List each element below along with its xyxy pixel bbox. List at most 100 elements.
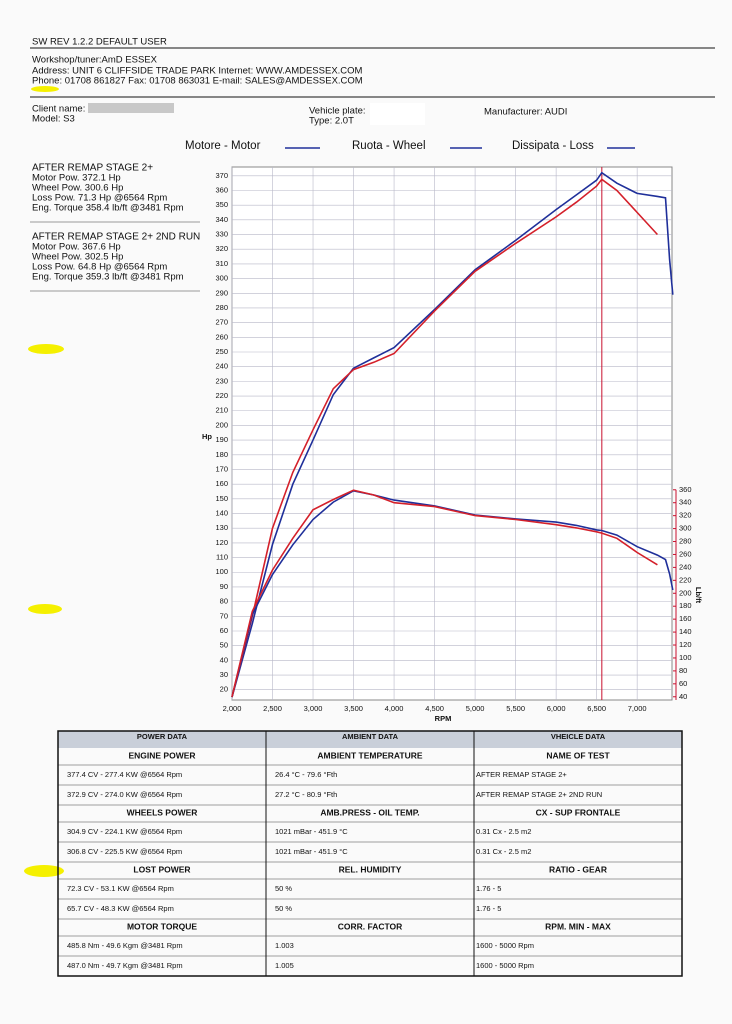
section-title: CORR. FACTOR bbox=[338, 921, 403, 931]
y2-tick-label: 100 bbox=[679, 653, 692, 662]
highlighter bbox=[28, 604, 62, 614]
y2-tick-label: 80 bbox=[679, 666, 687, 675]
y2-tick-label: 280 bbox=[679, 537, 692, 546]
y-tick-label: 210 bbox=[215, 406, 228, 415]
x-tick-label: 2,000 bbox=[223, 704, 242, 713]
run-title: AFTER REMAP STAGE 2+ 2ND RUN bbox=[32, 232, 200, 243]
blurred-name bbox=[88, 103, 174, 113]
run-stat: Wheel Pow. 300.6 Hp bbox=[32, 183, 123, 194]
section-title: RATIO - GEAR bbox=[549, 864, 607, 874]
y2-tick-label: 320 bbox=[679, 511, 692, 520]
y-tick-label: 350 bbox=[215, 200, 228, 209]
cell: 1.76 - 5 bbox=[476, 884, 501, 893]
cell: 485.8 Nm - 49.6 Kgm @3481 Rpm bbox=[67, 941, 183, 950]
y-tick-label: 130 bbox=[215, 523, 228, 532]
x-tick-label: 7,000 bbox=[628, 704, 647, 713]
type: Type: 2.0T bbox=[309, 116, 354, 127]
y-tick-label: 290 bbox=[215, 288, 228, 297]
x-tick-label: 6,500 bbox=[587, 704, 606, 713]
highlighter bbox=[31, 86, 59, 92]
y-tick-label: 40 bbox=[220, 655, 228, 664]
table-header: AMBIENT DATA bbox=[342, 732, 399, 741]
cell: 0.31 Cx - 2.5 m2 bbox=[476, 827, 531, 836]
y-tick-label: 190 bbox=[215, 435, 228, 444]
run-stat: Eng. Torque 358.4 lb/ft @3481 Rpm bbox=[32, 203, 184, 214]
y-tick-label: 220 bbox=[215, 391, 228, 400]
workshop: Workshop/tuner:AmD ESSEX bbox=[32, 55, 158, 66]
y-tick-label: 260 bbox=[215, 332, 228, 341]
legend-label: Ruota - Wheel bbox=[352, 140, 426, 152]
cell: 50 % bbox=[275, 904, 292, 913]
section-title: REL. HUMIDITY bbox=[339, 864, 402, 874]
phone: Phone: 01708 861827 Fax: 01708 863031 E-… bbox=[32, 76, 363, 87]
y-axis-label: Hp bbox=[202, 432, 212, 441]
y-tick-label: 160 bbox=[215, 479, 228, 488]
y-tick-label: 310 bbox=[215, 259, 228, 268]
section-title: MOTOR TORQUE bbox=[127, 921, 197, 931]
legend-label: Motore - Motor bbox=[185, 140, 261, 152]
cell: 306.8 CV - 225.5 KW @6564 Rpm bbox=[67, 847, 182, 856]
section-title: ENGINE POWER bbox=[128, 750, 195, 760]
cell: 27.2 °C - 80.9 °Fth bbox=[275, 790, 337, 799]
y-tick-label: 170 bbox=[215, 464, 228, 473]
cell: AFTER REMAP STAGE 2+ bbox=[476, 770, 567, 779]
run-stat: Loss Pow. 71.3 Hp @6564 Rpm bbox=[32, 193, 167, 204]
y-tick-label: 120 bbox=[215, 538, 228, 547]
y2-tick-label: 40 bbox=[679, 692, 687, 701]
cell: 50 % bbox=[275, 884, 292, 893]
y2-tick-label: 360 bbox=[679, 485, 692, 494]
section-title: CX - SUP FRONTALE bbox=[536, 807, 621, 817]
cell: 1600 - 5000 Rpm bbox=[476, 961, 534, 970]
y-tick-label: 200 bbox=[215, 420, 228, 429]
y-tick-label: 320 bbox=[215, 244, 228, 253]
cell: 1.005 bbox=[275, 961, 294, 970]
y-tick-label: 100 bbox=[215, 567, 228, 576]
y-tick-label: 30 bbox=[220, 670, 228, 679]
plate-label: Vehicle plate: bbox=[309, 106, 366, 117]
section-title: NAME OF TEST bbox=[546, 750, 610, 760]
y-tick-label: 180 bbox=[215, 450, 228, 459]
y-tick-label: 360 bbox=[215, 185, 228, 194]
y-tick-label: 270 bbox=[215, 318, 228, 327]
legend-label: Dissipata - Loss bbox=[512, 140, 594, 152]
y2-tick-label: 200 bbox=[679, 588, 692, 597]
manufacturer: Manufacturer: AUDI bbox=[484, 107, 567, 118]
cell: 26.4 °C - 79.6 °Fth bbox=[275, 770, 337, 779]
cell: 1600 - 5000 Rpm bbox=[476, 941, 534, 950]
y-tick-label: 330 bbox=[215, 230, 228, 239]
y-tick-label: 280 bbox=[215, 303, 228, 312]
section-title: WHEELS POWER bbox=[127, 807, 198, 817]
y-tick-label: 50 bbox=[220, 641, 228, 650]
y2-axis-label: Lb/ft bbox=[694, 587, 703, 604]
y-tick-label: 230 bbox=[215, 376, 228, 385]
section-title: AMB.PRESS - OIL TEMP. bbox=[320, 807, 419, 817]
table-frame bbox=[57, 730, 683, 977]
x-tick-label: 5,500 bbox=[506, 704, 525, 713]
y2-tick-label: 120 bbox=[679, 640, 692, 649]
y-tick-label: 20 bbox=[220, 685, 228, 694]
plate-box bbox=[370, 103, 425, 125]
y2-tick-label: 260 bbox=[679, 549, 692, 558]
run-stat: Wheel Pow. 302.5 Hp bbox=[32, 252, 123, 263]
run-stat: Loss Pow. 64.8 Hp @6564 Rpm bbox=[32, 262, 167, 273]
curve bbox=[231, 171, 674, 698]
x-tick-label: 4,500 bbox=[425, 704, 444, 713]
y2-tick-label: 60 bbox=[679, 679, 687, 688]
y-tick-label: 110 bbox=[216, 553, 228, 562]
y-tick-label: 250 bbox=[215, 347, 228, 356]
cell: 377.4 CV - 277.4 KW @6564 Rpm bbox=[67, 770, 182, 779]
plot-area bbox=[231, 166, 673, 701]
run-title: AFTER REMAP STAGE 2+ bbox=[32, 163, 153, 174]
x-tick-label: 3,000 bbox=[304, 704, 323, 713]
curve bbox=[231, 178, 658, 698]
x-tick-label: 3,500 bbox=[344, 704, 363, 713]
x-axis-label: RPM bbox=[435, 714, 452, 723]
y-tick-label: 80 bbox=[220, 597, 228, 606]
y2-tick-label: 160 bbox=[679, 614, 692, 623]
y-tick-label: 140 bbox=[215, 509, 228, 518]
table-header-bg bbox=[58, 731, 682, 748]
y-tick-label: 300 bbox=[215, 274, 228, 283]
y2-tick-label: 180 bbox=[679, 601, 692, 610]
y-tick-label: 240 bbox=[215, 362, 228, 371]
